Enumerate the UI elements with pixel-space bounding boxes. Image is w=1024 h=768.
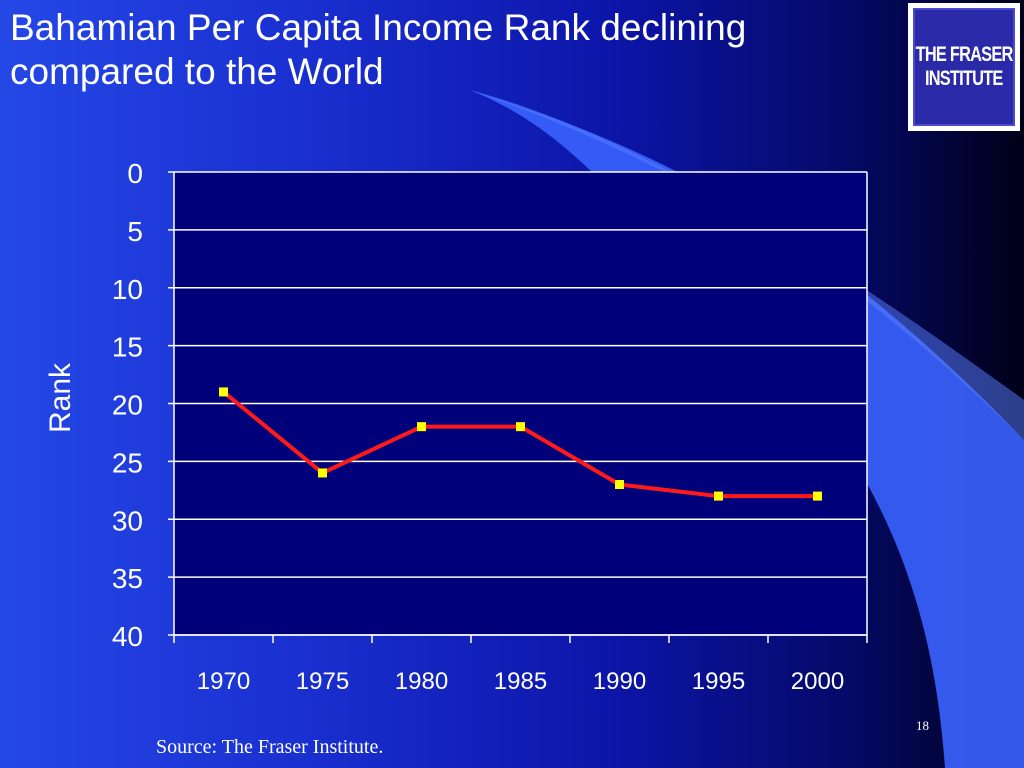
data-point-marker	[516, 422, 525, 432]
data-point-marker	[615, 480, 624, 490]
y-tick-label: 10	[112, 274, 143, 305]
x-tick-label: 1970	[197, 668, 250, 695]
x-tick-label: 1990	[593, 668, 646, 695]
slide-title: Bahamian Per Capita Income Rank declinin…	[10, 6, 910, 94]
title-line-2: compared to the World	[10, 51, 384, 92]
x-tick-label: 2000	[791, 668, 844, 695]
x-tick-label: 1980	[395, 668, 448, 695]
axes	[173, 172, 868, 643]
data-point-marker	[813, 491, 822, 501]
y-tick-label: 20	[112, 390, 143, 421]
logo-box: THE FRASER INSTITUTE	[913, 8, 1015, 126]
y-tick-label: 40	[112, 621, 143, 652]
y-tick-labels: 0 5 10 15 20 25 30 35 40	[112, 158, 143, 652]
y-tick-label: 30	[112, 505, 143, 536]
title-line-1: Bahamian Per Capita Income Rank declinin…	[10, 7, 747, 48]
y-tick-label: 5	[127, 216, 143, 247]
data-point-marker	[417, 422, 426, 432]
x-tick-label: 1995	[692, 668, 745, 695]
series	[219, 387, 822, 501]
slide-number: 18	[916, 718, 929, 733]
fraser-institute-logo: THE FRASER INSTITUTE	[908, 3, 1020, 131]
y-tick-label: 0	[127, 158, 143, 189]
source-note: Source: The Fraser Institute.	[156, 736, 384, 758]
logo-line-2: INSTITUTE	[925, 67, 1003, 90]
x-tick-label: 1985	[494, 668, 547, 695]
y-tick-label: 15	[112, 332, 143, 363]
data-point-marker	[219, 387, 228, 397]
y-tick-label: 35	[112, 563, 143, 594]
y-tick-label: 25	[112, 447, 143, 478]
data-point-marker	[318, 468, 327, 478]
data-point-marker	[714, 491, 723, 501]
logo-line-1: THE FRASER	[915, 43, 1013, 66]
x-tick-label: 1975	[296, 668, 349, 695]
gridlines	[168, 171, 867, 636]
y-axis-title: Rank	[44, 362, 77, 433]
x-tick-labels: 1970 1975 1980 1985 1990 1995 2000	[197, 668, 844, 695]
